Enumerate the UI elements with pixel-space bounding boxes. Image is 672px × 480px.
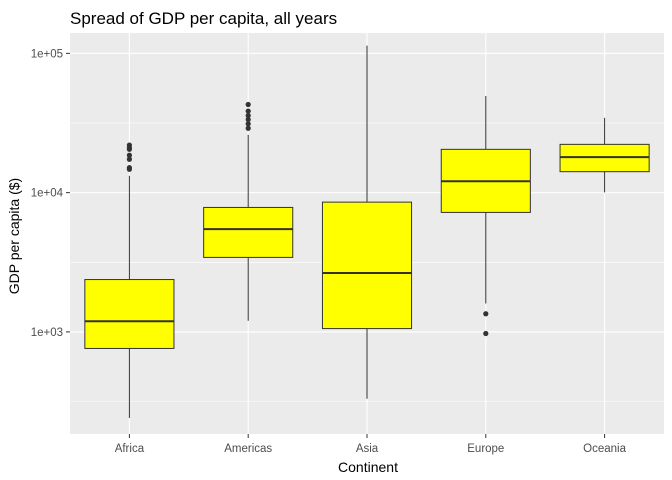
box-iqr [203,206,294,258]
y-axis: 1e+03 1e+04 1e+05 [31,48,70,339]
box-oceania [559,117,650,193]
outlier-point [245,121,251,127]
outlier-point [245,112,251,119]
outlier-point [483,330,489,337]
outlier-point [126,156,132,162]
box-asia [321,45,413,399]
outlier-point [126,152,132,158]
y-tick-label: 1e+04 [31,188,64,200]
x-axis: Africa Americas Asia Europe Oceania [115,434,627,455]
box-series [84,45,650,419]
x-tick-label: Europe [467,443,504,455]
box-americas [203,101,294,321]
y-axis-title: GDP per capita ($) [6,178,22,294]
x-tick-label: Asia [356,443,379,455]
outlier-point [126,165,132,171]
chart-title: Spread of GDP per capita, all years [70,9,337,28]
outlier-point [245,101,251,108]
x-tick-label: Africa [115,443,145,455]
x-tick-label: Oceania [583,443,626,455]
outlier-point [245,108,251,114]
outlier-point [126,142,132,148]
box-iqr [84,279,175,349]
box-africa [84,142,175,419]
y-tick-label: 1e+05 [31,48,63,60]
x-tick-label: Americas [224,443,272,455]
y-tick-label: 1e+03 [31,327,63,339]
box-iqr [321,201,413,330]
outlier-point [245,116,251,123]
box-europe [440,96,531,337]
outlier-point [245,125,251,131]
outlier-point [483,311,489,317]
x-axis-title: Continent [338,459,398,475]
